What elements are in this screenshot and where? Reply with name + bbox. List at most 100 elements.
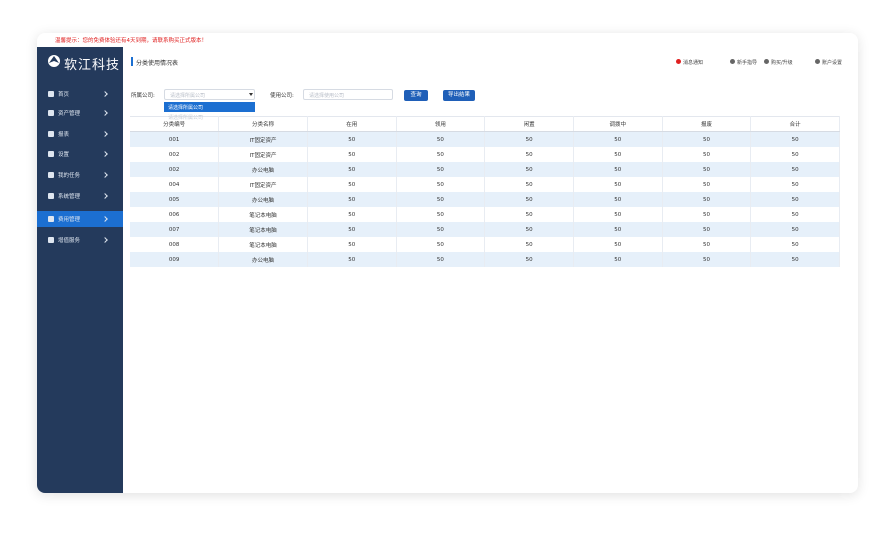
table-cell: 50 [307,222,397,237]
title-accent [131,57,133,66]
table-cell: 009 [130,252,220,267]
header-row: 分类编号 分类名称 在用 领用 闲置 调拨中 报废 合计 [130,116,840,132]
table-cell: 50 [396,207,486,222]
table-row: 009 办公电脑 50 50 50 50 50 50 [130,252,840,267]
table-cell: 50 [396,252,486,267]
menu-item[interactable]: 资产管理 [37,105,123,121]
table-cell: 50 [750,252,840,267]
table-cell: 50 [484,162,574,177]
table-cell: 50 [396,147,486,162]
table-cell: 笔记本电脑 [218,222,308,237]
table-cell: 50 [484,131,574,147]
table-cell: IT固定资产 [218,147,308,162]
table-cell: 50 [573,162,663,177]
table-cell: 50 [573,177,663,192]
export-button[interactable]: 导出结果 [443,90,475,101]
menu-item[interactable]: 报表 [37,126,123,142]
menu-item[interactable]: 首页 [37,86,123,102]
link-icon [676,59,681,64]
menu-icon [48,110,54,116]
page-title: 分类使用情况表 [136,60,179,67]
table-cell: 50 [750,147,840,162]
menu-chevron [102,237,108,243]
header-link[interactable]: 消息通知 [683,60,704,66]
table-cell: 50 [662,252,752,267]
table-cell: 50 [662,177,752,192]
menu-item[interactable]: 增值服务 [37,232,123,248]
table-cell: 50 [307,162,397,177]
menu-item[interactable]: 设置 [37,146,123,162]
placeholder: 请选择使用公司 [309,93,345,99]
table-cell: 办公电脑 [218,192,308,207]
table-cell: 笔记本电脑 [218,207,308,222]
table-cell: 50 [662,207,752,222]
table-cell: 50 [573,237,663,252]
header-link[interactable]: 购买/升级 [771,60,793,66]
table-cell: IT固定资产 [218,177,308,192]
table-cell: 50 [307,192,397,207]
dropdown-option[interactable]: 请选择所属公司 [164,102,255,112]
option-text: 请选择所属公司 [168,115,204,121]
query-button[interactable]: 查询 [404,90,428,101]
menu-chevron [102,131,108,137]
table-cell: IT固定资产 [218,131,308,147]
table-cell: 50 [396,162,486,177]
user-input[interactable]: 请选择使用公司 [303,89,393,100]
table-cell: 50 [307,237,397,252]
table-cell: 002 [130,162,220,177]
table-cell: 004 [130,177,220,192]
table-cell: 50 [396,192,486,207]
table-cell: 50 [573,131,663,147]
menu-item[interactable]: 费用管理 [37,211,123,227]
table-cell: 50 [662,192,752,207]
menu-icon [48,172,54,178]
table-cell: 办公电脑 [218,162,308,177]
table-cell: 50 [396,222,486,237]
table-row: 005 办公电脑 50 50 50 50 50 50 [130,192,840,207]
column-header: 在用 [307,116,397,132]
menu-icon [48,237,54,243]
table-cell: 50 [750,131,840,147]
table-cell: 50 [662,237,752,252]
column-header: 分类名称 [218,116,308,132]
table-row: 006 笔记本电脑 50 50 50 50 50 50 [130,207,840,222]
link-icon [764,59,769,64]
menu-label: 增值服务 [58,238,81,244]
table-cell: 50 [307,147,397,162]
option-text: 请选择所属公司 [168,105,204,111]
company-label: 所属公司: [131,93,155,99]
table-cell: 50 [307,207,397,222]
table-cell: 50 [750,192,840,207]
menu-label: 费用管理 [58,217,81,223]
menu-label: 首页 [58,92,70,98]
menu-item[interactable]: 我的任务 [37,167,123,183]
link-icon [815,59,820,64]
table-cell: 50 [484,147,574,162]
table-cell: 50 [307,177,397,192]
table-cell: 50 [484,177,574,192]
table-cell: 50 [750,237,840,252]
menu-icon [48,151,54,157]
table-cell: 50 [573,222,663,237]
table-cell: 50 [396,131,486,147]
menu-item[interactable]: 系统管理 [37,188,123,204]
notice: 温馨提示：您的免费体验还有4天到期，请联系购买正式版本！ [55,38,208,44]
menu-label: 系统管理 [58,194,81,200]
table-cell: 001 [130,131,220,147]
dropdown-option[interactable]: 请选择所属公司 [164,113,255,122]
header-link[interactable]: 账户设置 [822,60,843,66]
menu-chevron [102,172,108,178]
table-cell: 50 [573,207,663,222]
menu-label: 报表 [58,132,70,138]
table-row: 008 笔记本电脑 50 50 50 50 50 50 [130,237,840,252]
table-cell: 007 [130,222,220,237]
table-cell: 50 [750,207,840,222]
table-cell: 005 [130,192,220,207]
menu-chevron [102,193,108,199]
table-cell: 50 [396,177,486,192]
company-select[interactable]: 请选择所属公司 [164,89,255,100]
column-header: 分类编号 [130,116,220,132]
header-link[interactable]: 新手指导 [737,60,758,66]
menu-icon [48,216,54,222]
